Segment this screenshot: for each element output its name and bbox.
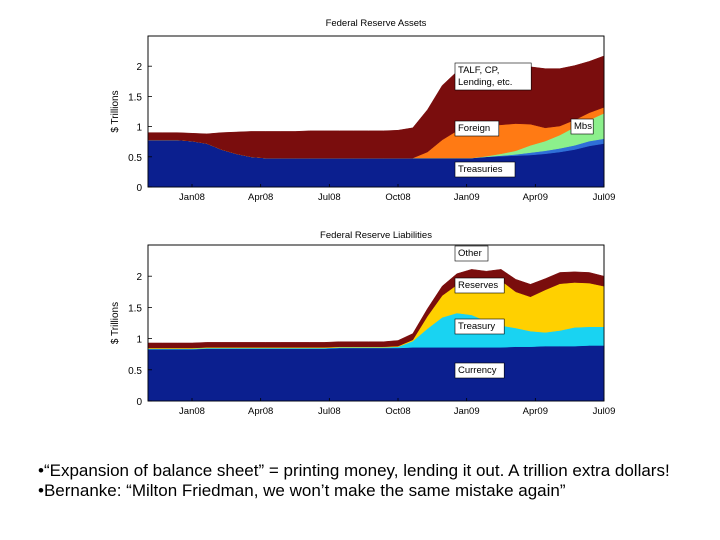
series-label-box xyxy=(454,161,516,178)
plot-border xyxy=(147,244,605,402)
series-label: TALF, CP,Lending, etc. xyxy=(454,62,532,91)
series-label: Treasury xyxy=(454,318,505,335)
series-label-text: Lending, etc. xyxy=(458,77,512,88)
chart-title: Federal Reserve Liabilities xyxy=(320,230,432,241)
series-label-text: Foreign xyxy=(458,123,490,134)
series-label: Other xyxy=(454,245,489,262)
y-tick-label: 0.5 xyxy=(128,366,142,377)
series-label-box xyxy=(454,277,505,294)
x-tick-label: Oct08 xyxy=(385,192,410,203)
y-tick-label: 1.5 xyxy=(128,92,142,103)
y-tick-label: 0 xyxy=(136,183,142,194)
y-tick-label: 0.5 xyxy=(128,153,142,164)
x-tick-label: Jan09 xyxy=(454,192,480,203)
series-label-box xyxy=(454,62,532,91)
x-tick-label: Jan08 xyxy=(179,406,205,417)
series-label: Currency xyxy=(454,362,505,379)
series-label-box xyxy=(454,245,489,262)
x-tick-label: Jan08 xyxy=(179,192,205,203)
bullet-list: •“Expansion of balance sheet” = printing… xyxy=(38,461,718,501)
x-tick-label: Jul08 xyxy=(318,406,341,417)
x-tick-label: Jan09 xyxy=(454,406,480,417)
y-tick-label: 1 xyxy=(136,123,142,134)
y-tick-label: 0 xyxy=(136,397,142,408)
chart-title: Federal Reserve Assets xyxy=(326,18,427,29)
series-label-text: Reserves xyxy=(458,280,498,291)
bullet-bernanke: •Bernanke: “Milton Friedman, we won’t ma… xyxy=(38,481,566,500)
series-label-text: Treasuries xyxy=(458,164,503,175)
series-label: Foreign xyxy=(454,120,500,137)
series-label-text: Currency xyxy=(458,365,497,376)
series-label-box xyxy=(454,318,505,335)
series-label-text: Mbs xyxy=(574,121,592,132)
series-label: Treasuries xyxy=(454,161,516,178)
series-label-text: TALF, CP, xyxy=(458,65,499,76)
series-label-box xyxy=(454,120,500,137)
x-tick-label: Apr09 xyxy=(523,406,548,417)
x-tick-label: Jul09 xyxy=(593,406,616,417)
y-tick-label: 2 xyxy=(136,62,142,73)
bullet-balance-sheet: •“Expansion of balance sheet” = printing… xyxy=(38,461,670,480)
series-label-box xyxy=(570,118,594,135)
x-tick-label: Apr09 xyxy=(523,192,548,203)
y-tick-label: 1 xyxy=(136,335,142,346)
y-tick-label: 1.5 xyxy=(128,303,142,314)
x-tick-label: Apr08 xyxy=(248,192,273,203)
x-tick-label: Oct08 xyxy=(385,406,410,417)
y-axis-label: $ Trillions xyxy=(110,302,121,344)
y-tick-label: 2 xyxy=(136,272,142,283)
x-tick-label: Jul08 xyxy=(318,192,341,203)
series-label: Mbs xyxy=(570,118,594,135)
chart-panel-assets: 0 0.5 1 1.5 2 Jan08 Apr08 Jul08 Oct08 Jan09 Apr09 J… xyxy=(110,18,615,203)
series-label-text: Other xyxy=(458,248,482,259)
area-series-0 xyxy=(147,345,605,402)
series-label-box xyxy=(454,362,505,379)
x-tick-label: Jul09 xyxy=(593,192,616,203)
chart-panel-liabilities: 0 0.5 1 1.5 2 Jan08 Apr08 Jul08 Oct08 Jan09 Apr09 J… xyxy=(110,230,615,417)
series-label-text: Treasury xyxy=(458,321,495,332)
plot-border xyxy=(147,35,605,188)
y-axis-label: $ Trillions xyxy=(110,90,121,132)
series-label: Reserves xyxy=(454,277,505,294)
x-tick-label: Apr08 xyxy=(248,406,273,417)
